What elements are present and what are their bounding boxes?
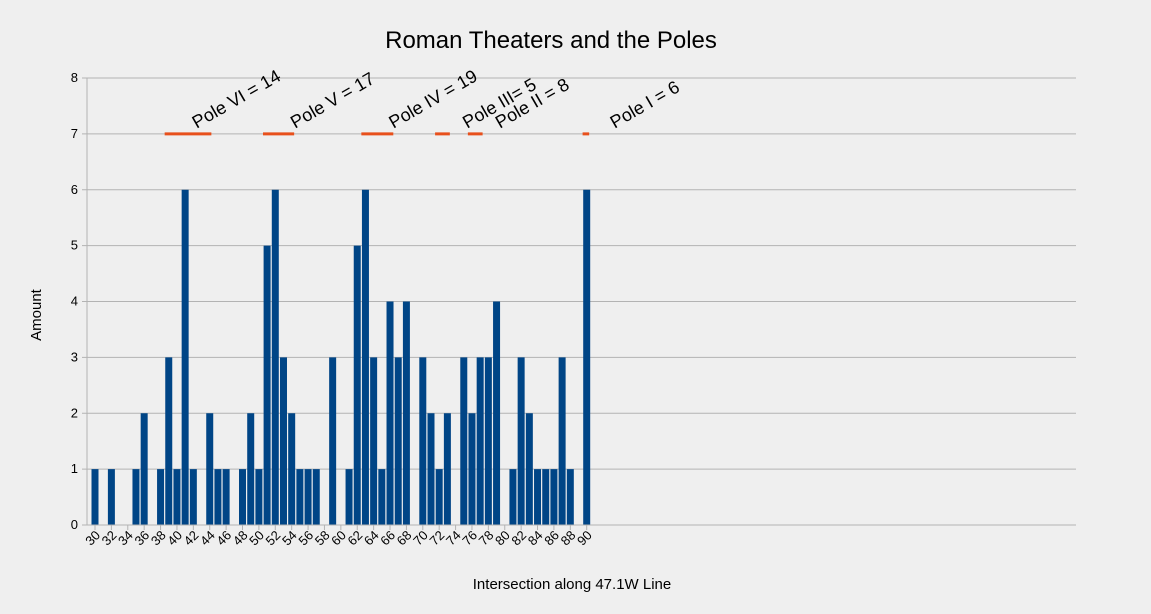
x-axis-label: Intersection along 47.1W Line: [473, 576, 671, 593]
x-tick-label: 90: [574, 528, 595, 549]
bar: [419, 357, 427, 526]
bar: [443, 413, 451, 525]
bar: [157, 469, 165, 526]
bar: [288, 413, 296, 525]
bar: [402, 301, 410, 525]
bar: [296, 469, 304, 526]
y-tick-label: 1: [71, 461, 78, 476]
pole-label: Pole VI = 14: [189, 66, 284, 133]
y-tick-label: 7: [71, 126, 78, 141]
bar: [386, 301, 394, 525]
bars: [91, 189, 591, 526]
bar: [222, 469, 230, 526]
bar: [140, 413, 148, 525]
bar: [509, 469, 517, 526]
pole-label: Pole I = 6: [607, 77, 683, 133]
bar: [271, 189, 279, 525]
bar: [173, 469, 181, 526]
bar: [189, 469, 197, 526]
chart-title: Roman Theaters and the Poles: [385, 27, 717, 54]
y-tick-label: 5: [71, 238, 78, 253]
bar: [493, 301, 501, 525]
bar: [239, 469, 247, 526]
bar: [427, 413, 435, 525]
bar: [353, 245, 361, 526]
bar: [517, 357, 525, 526]
bar: [566, 469, 574, 526]
bar: [304, 469, 312, 526]
bar: [394, 357, 402, 526]
bar: [214, 469, 222, 526]
bar: [91, 469, 99, 526]
bar: [583, 189, 591, 525]
bar: [542, 469, 550, 526]
bar: [534, 469, 542, 526]
bar: [550, 469, 558, 526]
y-tick-label: 3: [71, 349, 78, 364]
y-tick-label: 2: [71, 405, 78, 420]
pole-ranges: Pole VI = 14 Pole V = 17 Pole IV = 19Pole …: [164, 66, 683, 136]
bar: [476, 357, 484, 526]
bar: [484, 357, 492, 526]
y-tick-label: 8: [71, 70, 78, 85]
bar: [165, 357, 173, 526]
bar: [206, 413, 214, 525]
bar: [312, 469, 320, 526]
bar: [279, 357, 287, 526]
bar: [378, 469, 386, 526]
y-tick-label: 4: [71, 294, 78, 309]
bar: [132, 469, 140, 526]
bar: [255, 469, 263, 526]
bar: [107, 469, 115, 526]
bar: [247, 413, 255, 525]
bar: [468, 413, 476, 525]
bar: [460, 357, 468, 526]
y-tick-label: 6: [71, 182, 78, 197]
bar: [558, 357, 566, 526]
bar: [370, 357, 378, 526]
bar: [181, 189, 189, 525]
bar: [329, 357, 337, 526]
bar: [345, 469, 353, 526]
bar: [435, 469, 443, 526]
bar: [361, 189, 369, 525]
gridlines: [82, 77, 1076, 526]
bar: [525, 413, 533, 525]
bar: [263, 245, 271, 526]
y-axis-label: Amount: [28, 288, 45, 341]
axes: [82, 78, 1076, 530]
y-tick-label: 0: [71, 517, 78, 532]
